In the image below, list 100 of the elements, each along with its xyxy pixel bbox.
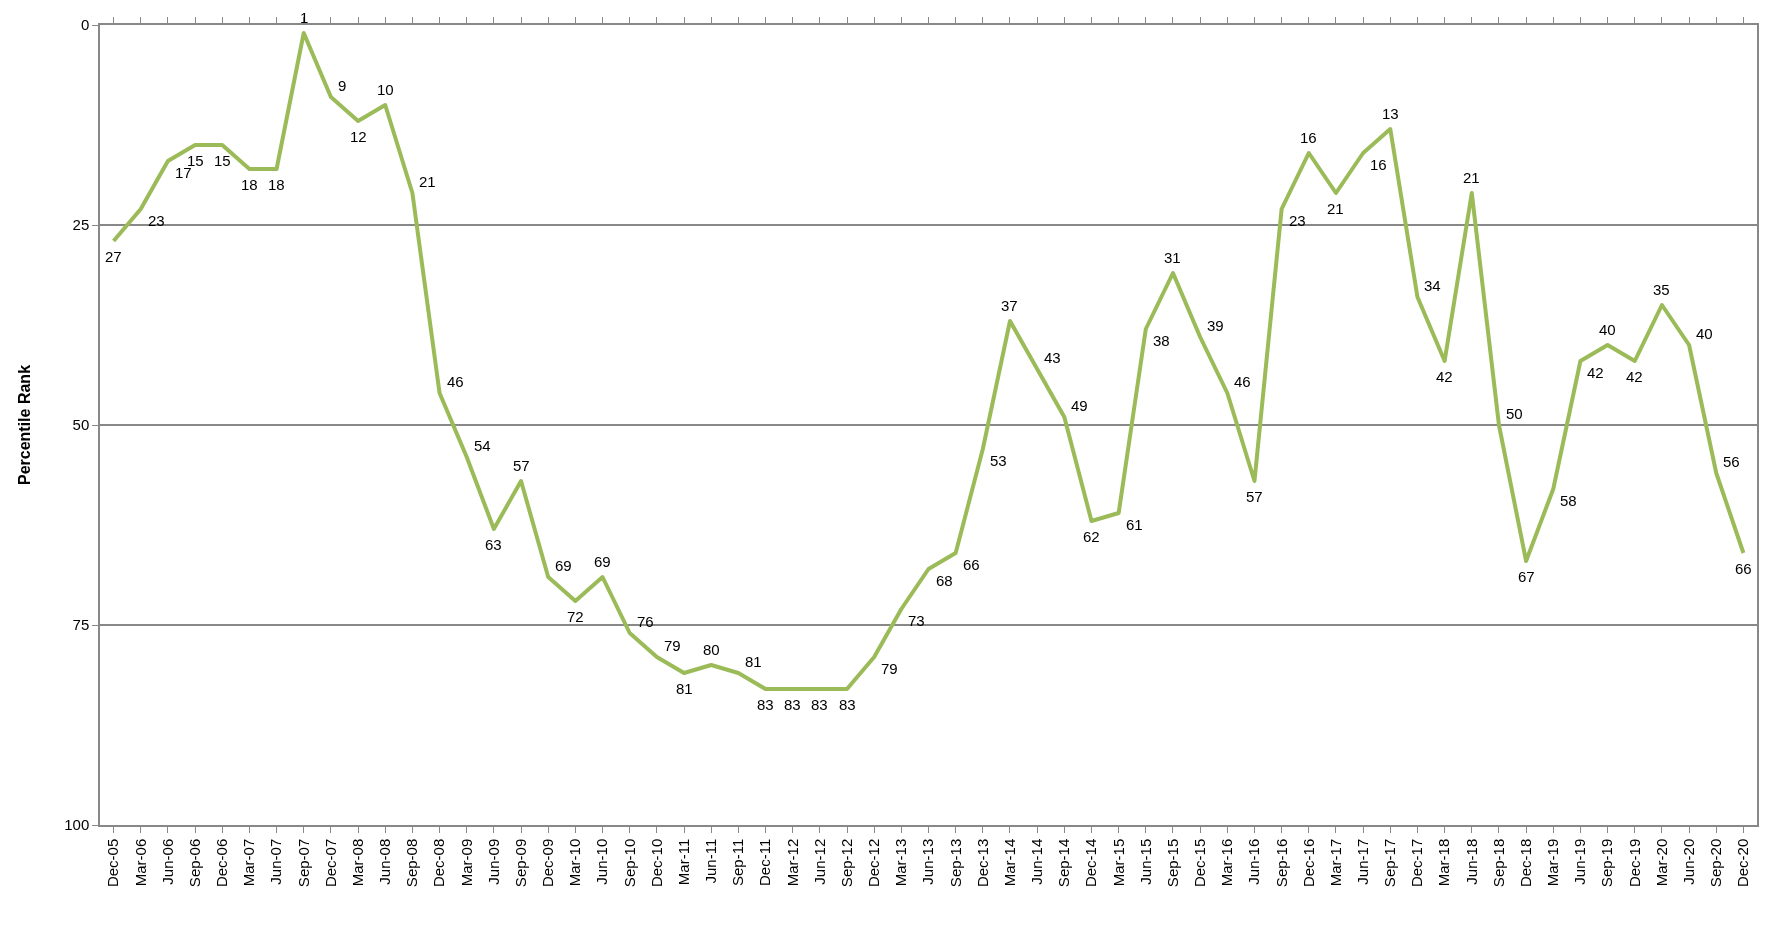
x-tick-label: Sep-09 bbox=[511, 838, 529, 888]
x-tick-label: Mar-17 bbox=[1326, 838, 1344, 887]
x-tick-label: Jun-09 bbox=[484, 838, 502, 885]
data-label: 53 bbox=[990, 452, 1007, 469]
data-label: 23 bbox=[1289, 212, 1306, 229]
data-label: 21 bbox=[1463, 169, 1480, 186]
data-label: 56 bbox=[1723, 453, 1740, 470]
data-label: 15 bbox=[214, 152, 231, 169]
x-tick-label: Mar-14 bbox=[1000, 838, 1018, 887]
data-label: 27 bbox=[105, 248, 122, 265]
data-label: 43 bbox=[1044, 349, 1061, 366]
x-tick-label: Dec-05 bbox=[104, 838, 122, 888]
y-tick-label: 100 bbox=[64, 816, 90, 834]
x-tick-label: Sep-16 bbox=[1272, 838, 1290, 888]
data-label: 69 bbox=[594, 553, 611, 570]
x-tick-label: Dec-11 bbox=[756, 838, 774, 886]
data-label: 58 bbox=[1560, 492, 1577, 509]
x-tick-label: Sep-12 bbox=[837, 838, 855, 888]
data-label: 38 bbox=[1153, 332, 1170, 349]
x-tick-label: Jun-19 bbox=[1571, 838, 1589, 885]
x-tick-label: Jun-06 bbox=[158, 838, 176, 885]
data-label: 79 bbox=[664, 637, 681, 654]
data-label: 23 bbox=[148, 212, 165, 229]
x-tick-label: Mar-16 bbox=[1218, 838, 1236, 887]
y-axis-title: Percentile Rank bbox=[15, 364, 33, 486]
data-label: 42 bbox=[1436, 368, 1453, 385]
x-tick-label: Sep-11 bbox=[729, 838, 747, 887]
data-label: 21 bbox=[419, 173, 436, 190]
data-label: 42 bbox=[1626, 368, 1643, 385]
x-tick-label: Sep-18 bbox=[1489, 838, 1507, 888]
x-tick-label: Jun-20 bbox=[1679, 838, 1697, 885]
x-tick-label: Jun-13 bbox=[919, 838, 937, 885]
x-tick-label: Jun-07 bbox=[267, 838, 285, 885]
data-label: 73 bbox=[908, 612, 925, 629]
data-label: 10 bbox=[377, 81, 394, 98]
x-tick-label: Dec-16 bbox=[1299, 838, 1317, 888]
x-tick-label: Jun-08 bbox=[376, 838, 394, 885]
data-label: 46 bbox=[447, 373, 464, 390]
x-tick-label: Dec-07 bbox=[321, 838, 339, 888]
data-label: 54 bbox=[474, 437, 491, 454]
x-tick-label: Mar-19 bbox=[1544, 838, 1562, 887]
x-tick-label: Mar-09 bbox=[457, 838, 475, 887]
y-tick-label: 0 bbox=[80, 16, 90, 34]
data-label: 72 bbox=[567, 608, 584, 625]
data-label: 83 bbox=[757, 696, 774, 713]
x-tick-label: Dec-09 bbox=[539, 838, 557, 888]
x-tick-label: Sep-19 bbox=[1598, 838, 1616, 888]
data-label: 12 bbox=[350, 128, 367, 145]
x-tick-label: Mar-08 bbox=[348, 838, 366, 887]
x-tick-label: Dec-06 bbox=[213, 838, 231, 888]
data-label: 57 bbox=[1246, 488, 1263, 505]
x-tick-label: Dec-10 bbox=[647, 838, 665, 888]
x-tick-label: Mar-18 bbox=[1435, 838, 1453, 887]
data-label: 31 bbox=[1164, 249, 1181, 266]
data-label: 40 bbox=[1599, 321, 1616, 338]
data-label: 16 bbox=[1370, 156, 1387, 173]
y-tick-label: 50 bbox=[72, 416, 90, 434]
x-tick-label: Mar-10 bbox=[566, 838, 584, 887]
data-label: 13 bbox=[1382, 105, 1399, 122]
data-label: 1 bbox=[300, 9, 309, 26]
data-label: 61 bbox=[1126, 516, 1143, 533]
x-tick-label: Dec-20 bbox=[1734, 838, 1752, 888]
x-tick-label: Sep-17 bbox=[1381, 838, 1399, 888]
data-label: 40 bbox=[1696, 325, 1713, 342]
x-tick-label: Jun-10 bbox=[593, 838, 611, 885]
data-label: 37 bbox=[1001, 297, 1018, 314]
x-tick-label: Jun-18 bbox=[1462, 838, 1480, 885]
x-tick-label: Dec-17 bbox=[1408, 838, 1426, 888]
data-label: 49 bbox=[1071, 397, 1088, 414]
x-tick-label: Dec-13 bbox=[973, 838, 991, 888]
x-tick-label: Jun-17 bbox=[1353, 838, 1371, 885]
data-label: 83 bbox=[811, 696, 828, 713]
y-tick-label: 75 bbox=[72, 616, 90, 634]
x-tick-label: Mar-20 bbox=[1652, 838, 1670, 887]
data-label: 34 bbox=[1424, 277, 1441, 294]
y-tick-label: 25 bbox=[72, 216, 90, 234]
data-label: 63 bbox=[485, 536, 502, 553]
data-label: 42 bbox=[1587, 364, 1604, 381]
data-label: 46 bbox=[1234, 373, 1251, 390]
x-tick-label: Jun-14 bbox=[1028, 838, 1046, 885]
data-label: 62 bbox=[1083, 528, 1100, 545]
x-tick-label: Dec-12 bbox=[865, 838, 883, 888]
x-tick-label: Mar-06 bbox=[131, 838, 149, 887]
data-label: 35 bbox=[1653, 281, 1670, 298]
x-tick-label: Dec-19 bbox=[1625, 838, 1643, 888]
data-label: 79 bbox=[881, 660, 898, 677]
x-tick-label: Dec-14 bbox=[1082, 838, 1100, 888]
x-tick-label: Jun-15 bbox=[1136, 838, 1154, 885]
x-tick-label: Sep-14 bbox=[1055, 838, 1073, 888]
data-label: 39 bbox=[1207, 317, 1224, 334]
x-tick-label: Sep-13 bbox=[946, 838, 964, 888]
x-tick-label: Mar-15 bbox=[1109, 838, 1127, 887]
data-label: 81 bbox=[745, 653, 762, 670]
data-label: 21 bbox=[1327, 200, 1344, 217]
x-tick-label: Dec-08 bbox=[430, 838, 448, 888]
x-tick-label: Sep-08 bbox=[403, 838, 421, 888]
data-label: 67 bbox=[1518, 568, 1535, 585]
x-tick-label: Sep-20 bbox=[1707, 838, 1725, 888]
data-label: 18 bbox=[268, 176, 285, 193]
x-tick-label: Sep-07 bbox=[294, 838, 312, 888]
